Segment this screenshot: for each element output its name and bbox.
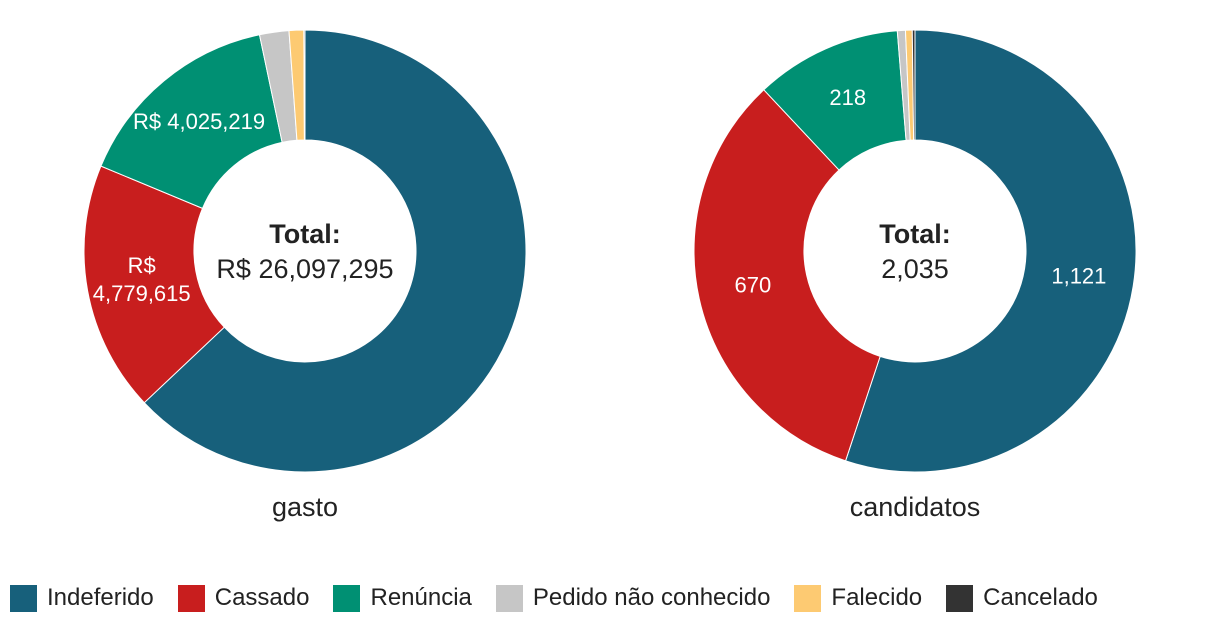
legend-swatch — [495, 584, 523, 612]
legend-swatch — [177, 584, 205, 612]
donut-chart-candidatos: 1,121 670 218 Total: 2,035 candidatos — [693, 29, 1137, 522]
chart-caption: gasto — [272, 492, 338, 522]
center-total-label: Total: — [879, 219, 950, 249]
data-label: 670 — [735, 273, 772, 298]
legend-swatch — [794, 584, 822, 612]
legend: Indeferido Cassado Renúncia Pedido não c… — [10, 582, 1122, 614]
legend-item-indeferido[interactable]: Indeferido — [10, 584, 154, 612]
legend-swatch — [946, 584, 974, 612]
data-label: 218 — [829, 85, 866, 110]
legend-label: Cassado — [214, 584, 310, 611]
slice-cassado[interactable] — [693, 89, 881, 462]
slice-cancelado[interactable] — [911, 29, 916, 141]
slice-cassado[interactable] — [83, 165, 225, 404]
legend-label: Pedido não conhecido — [532, 584, 771, 611]
legend-item-pedido-nao-conhecido[interactable]: Pedido não conhecido — [495, 584, 771, 612]
slice-renuncia[interactable] — [100, 34, 283, 210]
legend-label: Falecido — [831, 584, 923, 611]
center-total-value: R$ 26,097,295 — [216, 254, 393, 284]
donut-chart-gasto: R$ 4,779,615 R$ 4,025,219 Total: R$ 26,097,2… — [83, 29, 527, 522]
data-label: R$ 4,779,615 — [93, 253, 191, 306]
legend-label: Renúncia — [370, 584, 472, 611]
legend-item-cassado[interactable]: Cassado — [177, 584, 310, 612]
legend-label: Indeferido — [47, 584, 154, 611]
slice-indeferido[interactable] — [143, 29, 527, 473]
legend-item-renuncia[interactable]: Renúncia — [333, 584, 472, 612]
slice-indeferido[interactable] — [844, 29, 1137, 473]
slice-cancelado[interactable] — [303, 29, 306, 141]
legend-item-cancelado[interactable]: Cancelado — [946, 584, 1098, 612]
legend-item-falecido[interactable]: Falecido — [794, 584, 922, 612]
legend-swatch — [333, 584, 361, 612]
center-total-label: Total: — [269, 219, 340, 249]
legend-label: Cancelado — [983, 584, 1098, 611]
donut-charts: R$ 4,779,615 R$ 4,025,219 Total: R$ 26,097,2… — [83, 29, 1137, 522]
center-total-value: 2,035 — [881, 254, 949, 284]
data-label: 1,121 — [1051, 263, 1106, 288]
chart-caption: candidatos — [850, 492, 981, 522]
legend-swatch — [10, 584, 37, 612]
data-label: R$ 4,025,219 — [133, 109, 265, 134]
